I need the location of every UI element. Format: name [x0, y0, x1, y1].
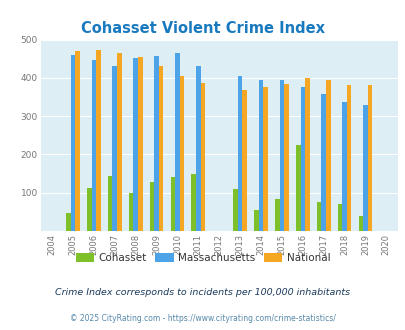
Bar [341, 102, 346, 231]
Bar [70, 55, 75, 231]
Bar [362, 106, 367, 231]
Bar [112, 66, 117, 231]
Bar [75, 51, 80, 231]
Bar [138, 57, 142, 231]
Bar [346, 85, 351, 231]
Bar [96, 50, 100, 231]
Bar [279, 80, 283, 231]
Bar [117, 52, 121, 231]
Bar [367, 85, 371, 231]
Bar [149, 182, 154, 231]
Bar [237, 76, 242, 231]
Bar [305, 78, 309, 231]
Bar [284, 84, 288, 231]
Bar [191, 174, 196, 231]
Bar [175, 53, 179, 231]
Bar [295, 145, 300, 231]
Bar [179, 76, 184, 231]
Bar [154, 56, 158, 231]
Text: Cohasset Violent Crime Index: Cohasset Violent Crime Index [81, 21, 324, 36]
Bar [321, 94, 325, 231]
Bar [263, 87, 267, 231]
Bar [158, 66, 163, 231]
Bar [337, 204, 341, 231]
Bar [358, 216, 362, 231]
Bar [108, 176, 112, 231]
Bar [316, 202, 321, 231]
Legend: Cohasset, Massachusetts, National: Cohasset, Massachusetts, National [71, 248, 334, 267]
Text: © 2025 CityRating.com - https://www.cityrating.com/crime-statistics/: © 2025 CityRating.com - https://www.city… [70, 314, 335, 323]
Bar [254, 210, 258, 231]
Bar [232, 189, 237, 231]
Bar [242, 90, 246, 231]
Bar [87, 188, 92, 231]
Bar [274, 199, 279, 231]
Text: Crime Index corresponds to incidents per 100,000 inhabitants: Crime Index corresponds to incidents per… [55, 287, 350, 297]
Bar [133, 58, 138, 231]
Bar [92, 60, 96, 231]
Bar [128, 193, 133, 231]
Bar [66, 213, 70, 231]
Bar [300, 87, 305, 231]
Bar [196, 66, 200, 231]
Bar [325, 80, 330, 231]
Bar [258, 80, 263, 231]
Bar [170, 178, 175, 231]
Bar [200, 83, 205, 231]
